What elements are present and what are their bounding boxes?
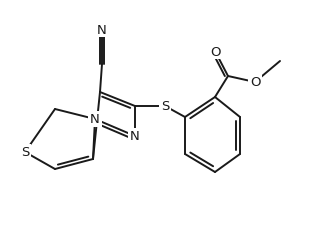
Text: N: N [90,113,100,126]
Text: O: O [210,45,220,58]
Text: N: N [97,23,107,36]
Text: O: O [250,76,260,89]
Text: S: S [161,100,169,113]
Text: N: N [130,130,140,143]
Text: S: S [21,146,29,159]
